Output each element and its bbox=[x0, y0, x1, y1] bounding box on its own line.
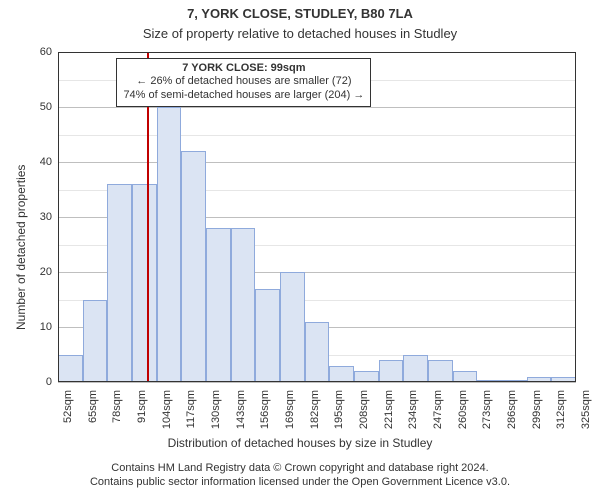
histogram-bar bbox=[231, 228, 256, 382]
histogram-bar bbox=[477, 380, 502, 382]
gridline bbox=[58, 52, 576, 53]
x-tick-label: 117sqm bbox=[185, 386, 197, 440]
annotation-line-3: 74% of semi-detached houses are larger (… bbox=[123, 89, 364, 103]
chart-container: 7, YORK CLOSE, STUDLEY, B80 7LA Size of … bbox=[0, 0, 600, 500]
histogram-bar bbox=[58, 355, 83, 383]
y-tick-label: 50 bbox=[40, 101, 58, 113]
histogram-bar bbox=[157, 107, 182, 382]
x-tick-label: 130sqm bbox=[210, 386, 222, 440]
y-axis-label: Number of detached properties bbox=[14, 165, 28, 330]
histogram-bar bbox=[206, 228, 231, 382]
x-tick-label: 312sqm bbox=[555, 386, 567, 440]
y-tick-label: 0 bbox=[46, 376, 58, 388]
histogram-bar bbox=[181, 151, 206, 382]
plot-area: 010203040506052sqm65sqm78sqm91sqm104sqm1… bbox=[58, 52, 576, 382]
y-tick-label: 30 bbox=[40, 211, 58, 223]
chart-subtitle: Size of property relative to detached ho… bbox=[0, 26, 600, 41]
x-tick-label: 286sqm bbox=[506, 386, 518, 440]
x-tick-label: 195sqm bbox=[333, 386, 345, 440]
histogram-bar bbox=[527, 377, 552, 383]
annotation-line-1: 7 YORK CLOSE: 99sqm bbox=[123, 62, 364, 76]
histogram-bar bbox=[255, 289, 280, 383]
histogram-bar bbox=[132, 184, 157, 382]
gridline bbox=[58, 107, 576, 108]
x-tick-label: 52sqm bbox=[62, 386, 74, 440]
gridline bbox=[58, 382, 576, 383]
x-axis-label: Distribution of detached houses by size … bbox=[0, 436, 600, 450]
footer-attribution: Contains HM Land Registry data © Crown c… bbox=[0, 462, 600, 490]
annotation-box: 7 YORK CLOSE: 99sqm← 26% of detached hou… bbox=[116, 58, 371, 107]
y-tick-label: 60 bbox=[40, 46, 58, 58]
gridline bbox=[58, 162, 576, 163]
x-tick-label: 104sqm bbox=[161, 386, 173, 440]
x-tick-label: 91sqm bbox=[136, 386, 148, 440]
x-tick-label: 260sqm bbox=[457, 386, 469, 440]
histogram-bar bbox=[280, 272, 305, 382]
x-tick-label: 325sqm bbox=[580, 386, 592, 440]
x-tick-label: 221sqm bbox=[383, 386, 395, 440]
histogram-bar bbox=[403, 355, 428, 383]
x-tick-label: 273sqm bbox=[481, 386, 493, 440]
y-tick-label: 40 bbox=[40, 156, 58, 168]
x-tick-label: 182sqm bbox=[309, 386, 321, 440]
histogram-bar bbox=[379, 360, 404, 382]
annotation-line-2: ← 26% of detached houses are smaller (72… bbox=[123, 75, 364, 89]
x-tick-label: 208sqm bbox=[358, 386, 370, 440]
x-tick-label: 247sqm bbox=[432, 386, 444, 440]
gridline bbox=[58, 135, 576, 136]
chart-title: 7, YORK CLOSE, STUDLEY, B80 7LA bbox=[0, 6, 600, 21]
x-tick-label: 156sqm bbox=[259, 386, 271, 440]
footer-line-1: Contains HM Land Registry data © Crown c… bbox=[0, 462, 600, 476]
x-tick-label: 143sqm bbox=[235, 386, 247, 440]
histogram-bar bbox=[551, 377, 576, 383]
histogram-bar bbox=[428, 360, 453, 382]
x-tick-label: 299sqm bbox=[531, 386, 543, 440]
histogram-bar bbox=[354, 371, 379, 382]
histogram-bar bbox=[502, 380, 527, 382]
y-tick-label: 10 bbox=[40, 321, 58, 333]
x-tick-label: 65sqm bbox=[87, 386, 99, 440]
histogram-bar bbox=[83, 300, 108, 383]
histogram-bar bbox=[107, 184, 132, 382]
x-tick-label: 234sqm bbox=[407, 386, 419, 440]
histogram-bar bbox=[305, 322, 330, 383]
footer-line-2: Contains public sector information licen… bbox=[0, 476, 600, 490]
y-tick-label: 20 bbox=[40, 266, 58, 278]
histogram-bar bbox=[453, 371, 478, 382]
histogram-bar bbox=[329, 366, 354, 383]
x-tick-label: 169sqm bbox=[284, 386, 296, 440]
x-tick-label: 78sqm bbox=[111, 386, 123, 440]
